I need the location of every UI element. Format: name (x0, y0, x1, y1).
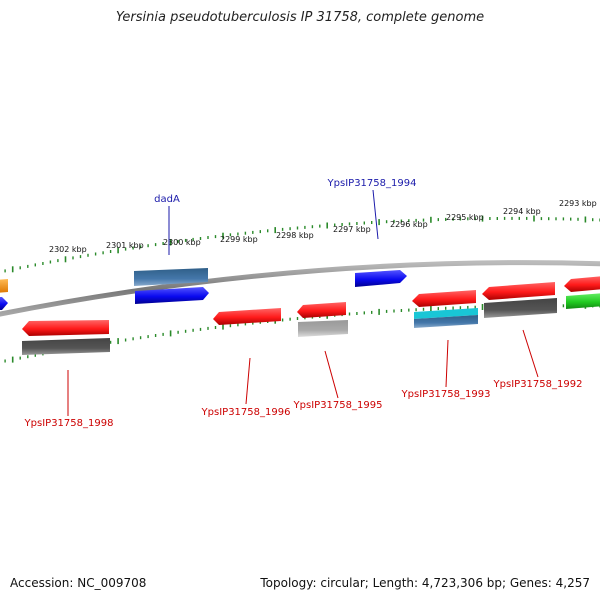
tick-label: 2301 kbp (106, 241, 144, 250)
tick-label: 2302 kbp (49, 245, 87, 254)
gene-feature-partial-left-orange[interactable] (0, 279, 8, 293)
gene-label[interactable]: YpsIP31758_1994 (327, 178, 417, 189)
gene-label[interactable]: YpsIP31758_1998 (24, 418, 114, 429)
tick-label: 2298 kbp (276, 231, 314, 240)
gene-label[interactable]: YpsIP31758_1993 (401, 389, 491, 400)
genome-summary-text: Topology: circular; Length: 4,723,306 bp… (260, 576, 590, 590)
tick-label: 2300 kbp (163, 238, 201, 247)
tick-label: 2296 kbp (390, 220, 428, 229)
reverse-genes (22, 276, 600, 355)
gene-feature-lightgray-1995[interactable] (298, 320, 348, 337)
tick-labels: 2302 kbp 2301 kbp 2300 kbp 2299 kbp 2298 kbp… (49, 199, 597, 254)
gene-feature-partial-left-blue[interactable] (0, 297, 8, 310)
gene-label[interactable]: YpsIP31758_1996 (201, 407, 291, 418)
genome-backbone (0, 260, 600, 317)
gene-feature-gray-1998[interactable] (22, 338, 110, 355)
gene-feature-ypsip31758-1995[interactable] (297, 302, 346, 318)
gene-feature-partial-right-green[interactable] (566, 293, 600, 309)
gene-feature-cyan-1993[interactable] (414, 308, 478, 319)
gene-feature-ypsip31758-1998[interactable] (22, 320, 109, 336)
tick-label: 2294 kbp (503, 207, 541, 216)
label-leaders (67, 189, 539, 416)
gene-label[interactable]: dadA (154, 194, 180, 205)
tick-label: 2293 kbp (559, 199, 597, 208)
forward-genes (0, 268, 407, 310)
gene-feature-gray-1992[interactable] (484, 298, 557, 318)
tick-label: 2299 kbp (220, 235, 258, 244)
accession-text: Accession: NC_009708 (10, 576, 147, 590)
gene-feature-ypsip31758-1996[interactable] (213, 308, 281, 325)
outer-tick-track (4, 215, 600, 273)
gene-feature-steel[interactable] (134, 268, 208, 286)
gene-feature-steel-1993[interactable] (414, 315, 478, 328)
gene-feature-dadA[interactable] (135, 287, 209, 304)
gene-feature-ypsip31758-1994[interactable] (355, 270, 407, 287)
gene-feature-ypsip31758-1993[interactable] (412, 290, 476, 307)
gene-feature-partial-right-red[interactable] (564, 276, 600, 292)
tick-label: 2295 kbp (446, 213, 484, 222)
gene-label[interactable]: YpsIP31758_1992 (493, 379, 583, 390)
gene-feature-ypsip31758-1992[interactable] (482, 282, 555, 300)
map-title: Yersinia pseudotuberculosis IP 31758, co… (115, 10, 485, 25)
gene-labels: dadA YpsIP31758_1994 YpsIP31758_1998 YpsIP3… (24, 178, 583, 429)
tick-label: 2297 kbp (333, 225, 371, 234)
gene-label[interactable]: YpsIP31758_1995 (293, 400, 383, 411)
